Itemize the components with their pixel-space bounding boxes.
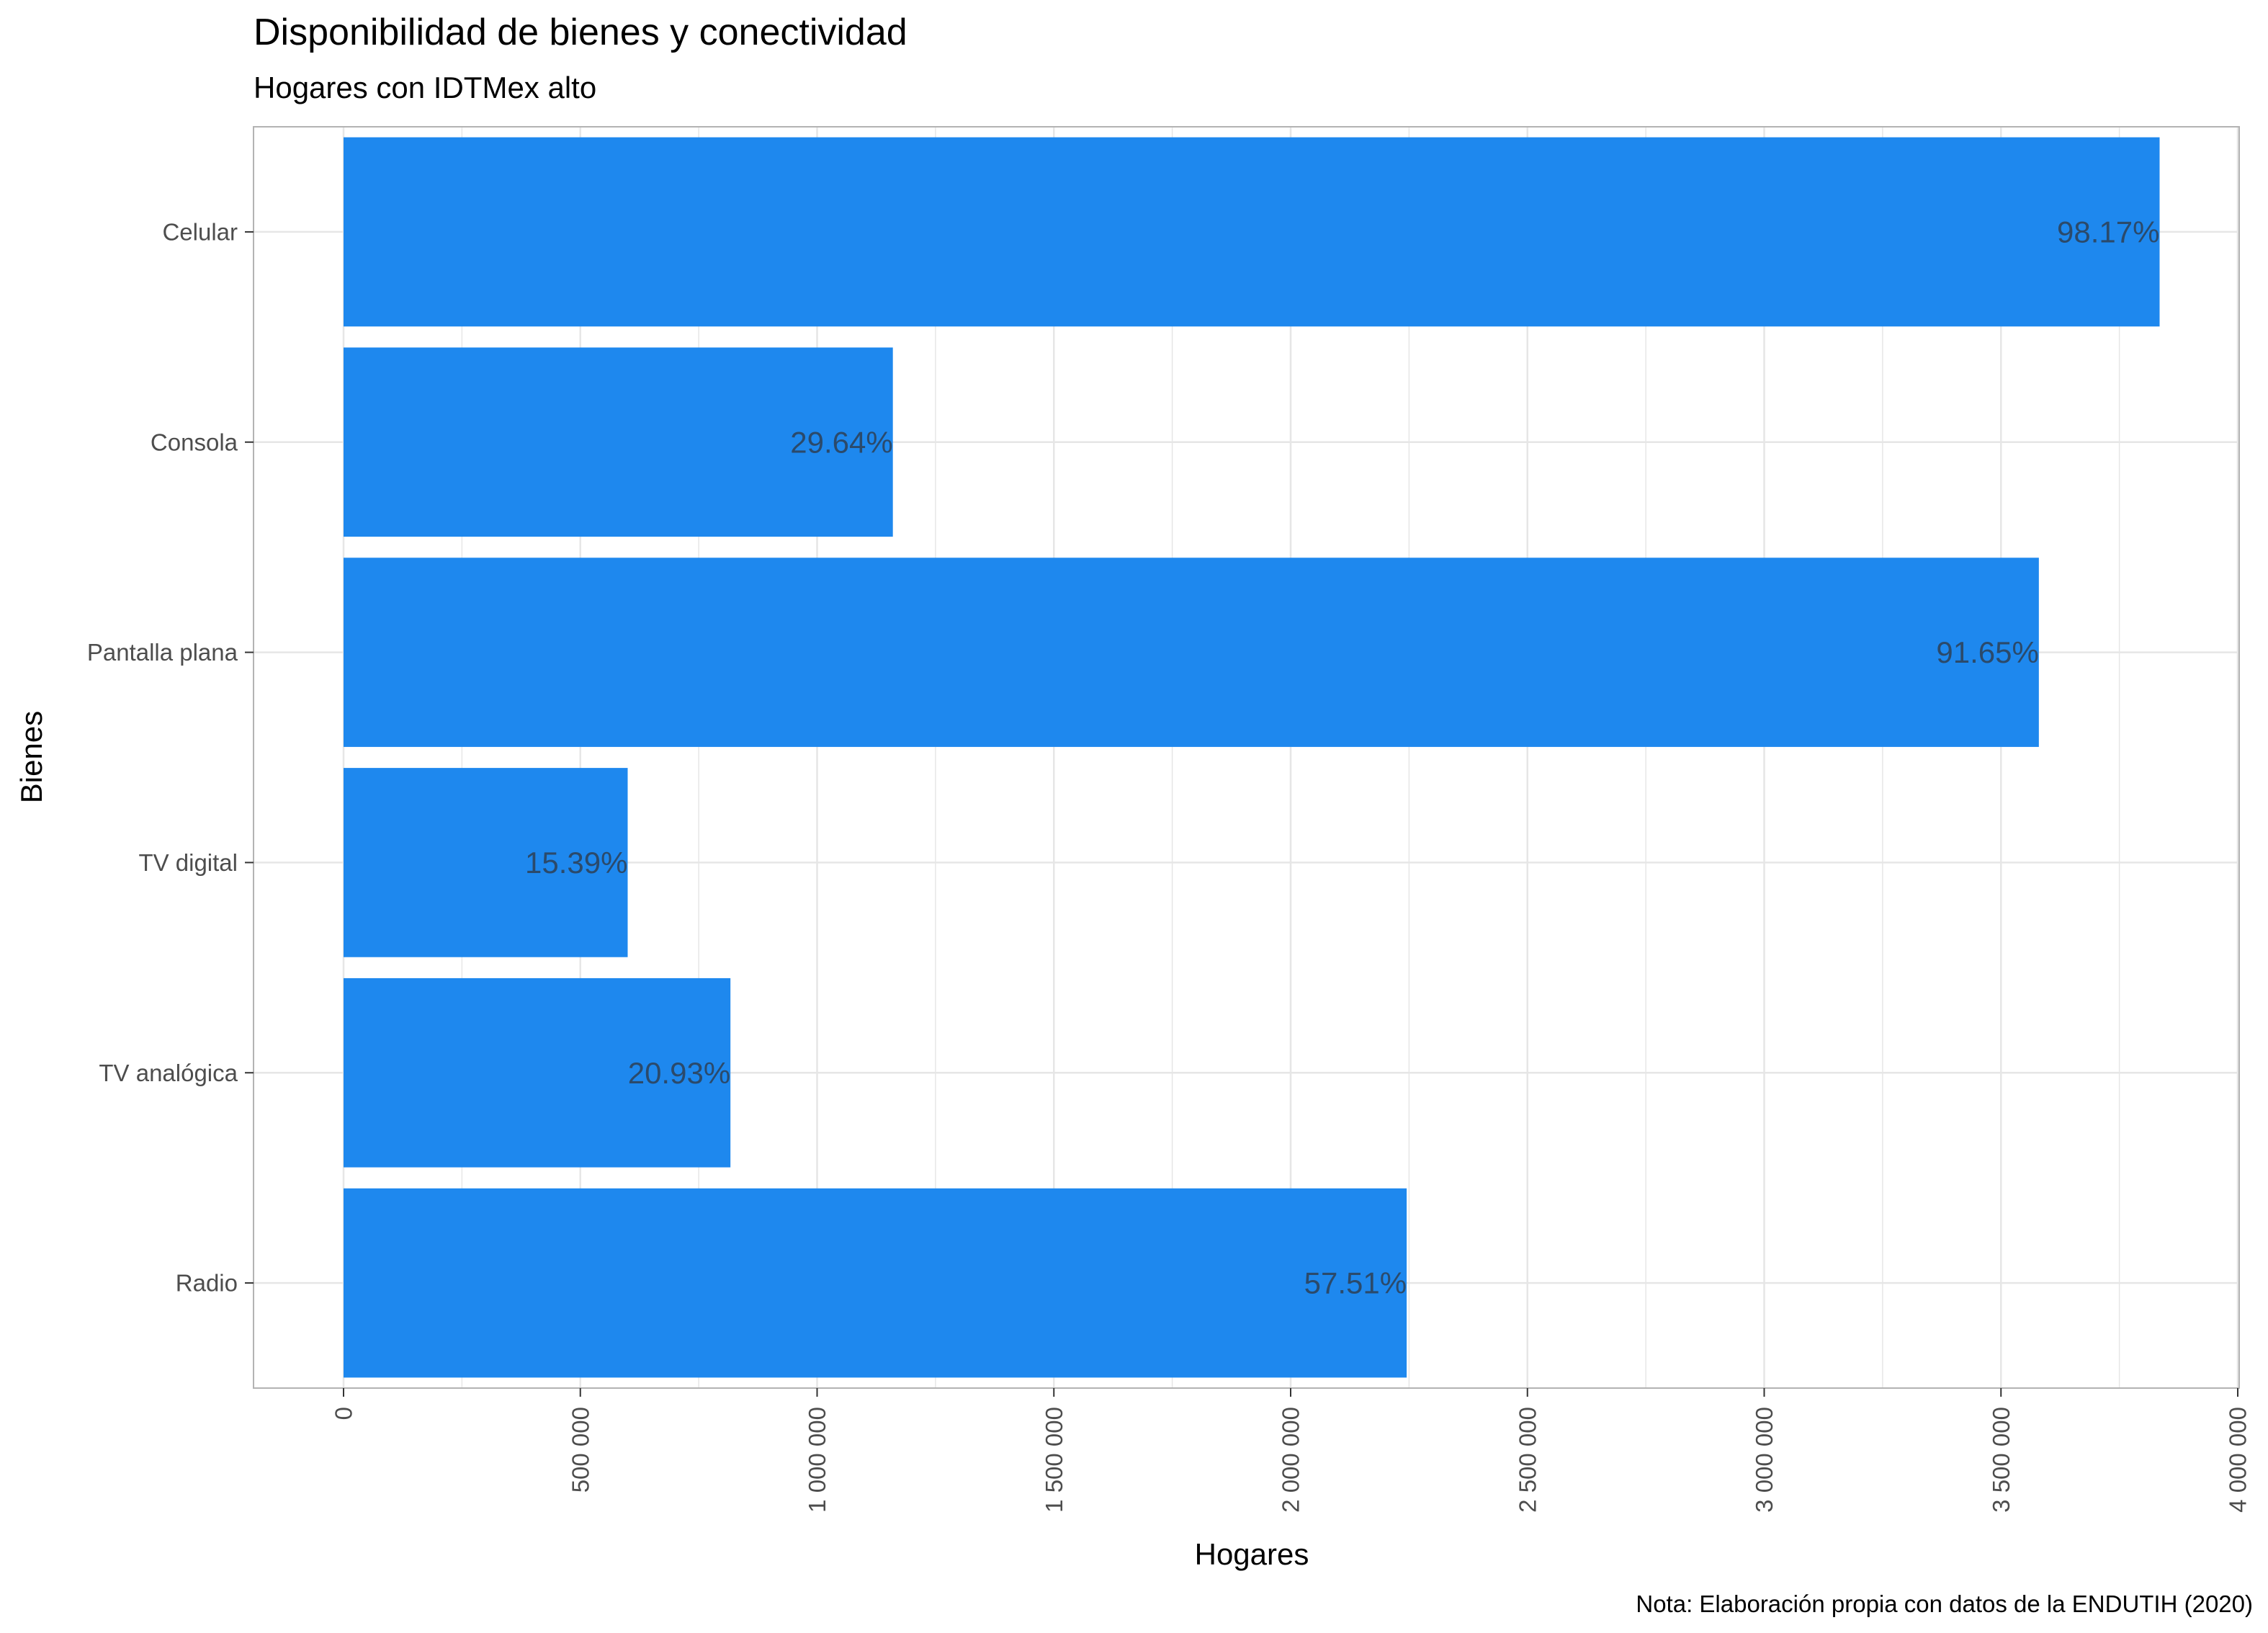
bar xyxy=(344,347,893,537)
panel-border xyxy=(253,126,2240,1389)
data-label: 57.51% xyxy=(1304,1266,1407,1300)
data-label: 20.93% xyxy=(628,1056,730,1090)
y-axis-title: Bienes xyxy=(14,711,48,803)
x-axis: 0 500 000 1 000 000 1 500 000 2 000 000 2 500… xyxy=(331,1388,2251,1513)
y-axis: Celular Consola Pantalla plana TV digital TV… xyxy=(87,218,254,1297)
data-labels: 98.17% 29.64% 91.65% 15.39% 20.93% 57.51% xyxy=(525,215,2159,1299)
data-label: 98.17% xyxy=(2057,215,2159,249)
x-tick-label: 4 000 000 xyxy=(2225,1407,2251,1513)
chart-caption: Nota: Elaboración propia con datos de la… xyxy=(1636,1591,2253,1617)
bar xyxy=(344,558,2039,747)
bar xyxy=(344,768,628,957)
x-tick-label: 3 500 000 xyxy=(1988,1407,2014,1513)
data-label: 91.65% xyxy=(1936,635,2038,669)
bars xyxy=(344,137,2160,1378)
x-axis-title: Hogares xyxy=(1195,1537,1309,1571)
y-tick-label: Radio xyxy=(176,1270,238,1297)
bar xyxy=(344,1188,1407,1378)
y-tick-label: Celular xyxy=(162,218,238,245)
data-label: 15.39% xyxy=(525,846,627,880)
x-tick-label: 1 500 000 xyxy=(1041,1407,1067,1513)
x-tick-label: 3 000 000 xyxy=(1751,1407,1778,1513)
bar xyxy=(344,137,2160,327)
y-tick-label: Pantalla plana xyxy=(87,639,238,666)
x-tick-label: 0 xyxy=(331,1407,357,1420)
x-tick-label: 2 500 000 xyxy=(1514,1407,1541,1513)
x-tick-label: 500 000 xyxy=(567,1407,593,1493)
y-tick-label: Consola xyxy=(151,429,238,455)
y-tick-label: TV digital xyxy=(138,849,238,876)
y-tick-label: TV analógica xyxy=(99,1060,238,1086)
chart-title: Disponibilidad de bienes y conectividad xyxy=(254,12,907,53)
bar xyxy=(344,977,731,1168)
x-tick-label: 1 000 000 xyxy=(804,1407,830,1513)
data-label: 29.64% xyxy=(790,425,892,459)
x-tick-label: 2 000 000 xyxy=(1278,1407,1304,1513)
chart-subtitle: Hogares con IDTMex alto xyxy=(254,71,596,104)
